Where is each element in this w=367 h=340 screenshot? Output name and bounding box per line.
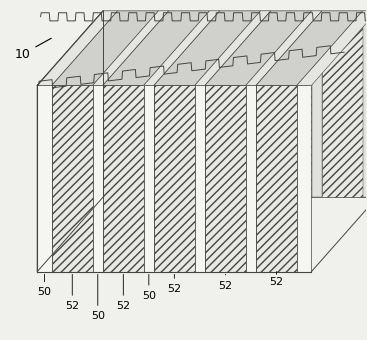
Polygon shape <box>261 11 271 197</box>
Polygon shape <box>93 11 169 85</box>
Polygon shape <box>37 85 312 272</box>
Text: 52: 52 <box>218 274 232 290</box>
Text: 52: 52 <box>65 274 79 311</box>
Polygon shape <box>297 85 312 272</box>
Text: 10: 10 <box>15 38 51 61</box>
Polygon shape <box>322 11 363 197</box>
Polygon shape <box>103 11 118 197</box>
Polygon shape <box>271 11 312 197</box>
Polygon shape <box>256 85 297 272</box>
Polygon shape <box>256 11 363 85</box>
Polygon shape <box>118 11 159 197</box>
Polygon shape <box>144 85 154 272</box>
Text: 50: 50 <box>142 274 156 301</box>
Polygon shape <box>220 11 261 197</box>
Polygon shape <box>154 11 261 85</box>
Text: 52: 52 <box>167 274 181 294</box>
Polygon shape <box>37 85 52 272</box>
Polygon shape <box>154 85 195 272</box>
Text: 50: 50 <box>37 274 51 297</box>
Polygon shape <box>159 11 169 197</box>
Polygon shape <box>297 11 367 85</box>
Text: 52: 52 <box>269 272 284 287</box>
Text: 50: 50 <box>91 274 105 321</box>
Polygon shape <box>246 85 256 272</box>
Text: 52: 52 <box>116 274 130 311</box>
Polygon shape <box>205 85 246 272</box>
Polygon shape <box>37 11 118 85</box>
Polygon shape <box>52 11 159 85</box>
Polygon shape <box>363 11 367 197</box>
Polygon shape <box>37 11 103 272</box>
Polygon shape <box>312 11 322 197</box>
Polygon shape <box>93 85 103 272</box>
Polygon shape <box>195 11 271 85</box>
Polygon shape <box>210 11 220 197</box>
Polygon shape <box>144 11 220 85</box>
Polygon shape <box>103 11 210 85</box>
Polygon shape <box>205 11 312 85</box>
Polygon shape <box>103 85 144 272</box>
Polygon shape <box>246 11 322 85</box>
Polygon shape <box>52 85 93 272</box>
Polygon shape <box>195 85 205 272</box>
Polygon shape <box>169 11 210 197</box>
Polygon shape <box>103 11 367 197</box>
